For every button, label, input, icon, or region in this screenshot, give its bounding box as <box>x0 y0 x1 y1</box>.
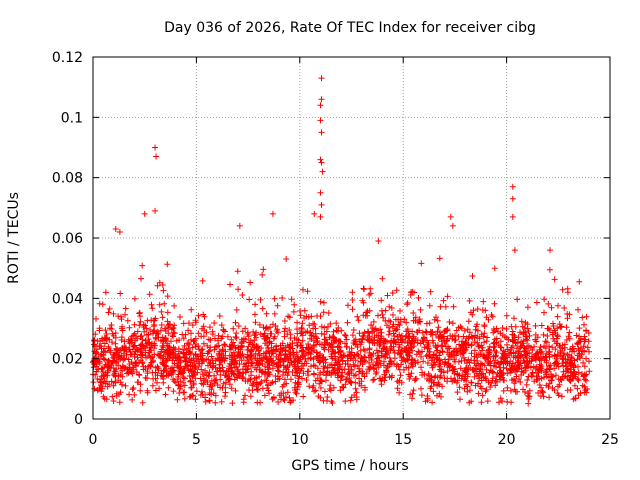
data-point <box>317 102 324 109</box>
data-point <box>511 247 518 254</box>
data-point <box>319 168 326 175</box>
data-point <box>318 75 325 82</box>
data-point <box>236 222 243 229</box>
data-point <box>311 210 318 217</box>
y-axis-label: ROTI / TECUs <box>6 192 22 284</box>
x-tick-label: 5 <box>192 432 201 448</box>
data-point <box>141 210 148 217</box>
data-point <box>317 189 324 196</box>
y-tick-label: 0.1 <box>61 110 83 126</box>
y-tick-label: 0.12 <box>52 50 83 66</box>
axis-ticks: 0 0.02 0.04 0.06 0.08 0.1 0.12 0 5 10 15 20 25 <box>52 50 619 448</box>
x-axis-label: GPS time / hours <box>291 458 408 474</box>
data-point <box>152 144 159 151</box>
x-tick-label: 25 <box>601 432 619 448</box>
data-point <box>269 210 276 217</box>
data-point <box>318 96 325 103</box>
data-point <box>509 195 516 202</box>
data-point <box>375 238 382 245</box>
data-points <box>90 75 593 407</box>
data-point <box>317 117 324 124</box>
data-point <box>152 207 159 214</box>
y-tick-label: 0.08 <box>52 171 83 187</box>
y-tick-label: 0 <box>74 412 83 428</box>
data-point <box>318 201 325 208</box>
data-point <box>317 213 324 220</box>
x-tick-label: 15 <box>394 432 412 448</box>
data-point <box>318 159 325 166</box>
data-point <box>449 222 456 229</box>
y-tick-label: 0.04 <box>52 291 83 307</box>
data-point <box>509 183 516 190</box>
data-point <box>112 225 119 232</box>
x-tick-label: 10 <box>291 432 309 448</box>
data-point <box>153 153 160 160</box>
data-point <box>509 213 516 220</box>
data-point <box>318 129 325 136</box>
x-tick-label: 20 <box>498 432 516 448</box>
chart-title: Day 036 of 2026, Rate Of TEC Index for r… <box>164 20 536 36</box>
y-tick-label: 0.06 <box>52 231 83 247</box>
data-point <box>447 213 454 220</box>
data-point <box>317 156 324 163</box>
x-tick-label: 0 <box>89 432 98 448</box>
dense-point-cloud <box>90 255 593 407</box>
data-point <box>547 247 554 254</box>
data-point <box>116 228 123 235</box>
y-tick-label: 0.02 <box>52 352 83 368</box>
